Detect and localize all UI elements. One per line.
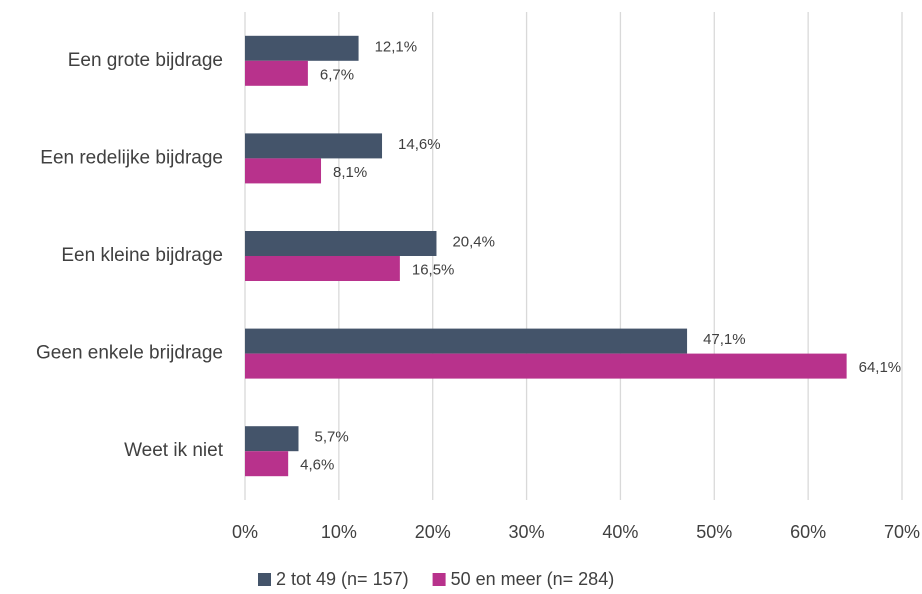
data-label: 47,1% <box>703 331 746 348</box>
bar <box>245 60 308 86</box>
bar <box>245 328 688 354</box>
data-label: 12,1% <box>375 38 418 55</box>
y-tick-label: Een redelijke bijdrage <box>40 147 223 168</box>
y-tick-label: Geen enkele brijdrage <box>36 343 223 364</box>
x-tick-label: 20% <box>415 522 451 542</box>
x-tick-label: 60% <box>790 522 826 542</box>
bar <box>245 353 847 379</box>
x-tick-label: 0% <box>232 522 258 542</box>
y-tick-label: Een kleine bijdrage <box>61 245 223 266</box>
data-label: 8,1% <box>333 164 367 181</box>
x-tick-label: 50% <box>696 522 732 542</box>
data-label: 64,1% <box>859 359 902 376</box>
data-label: 20,4% <box>452 233 495 250</box>
data-label: 16,5% <box>412 261 455 278</box>
bar <box>245 426 299 452</box>
bar <box>245 451 289 477</box>
legend-label: 2 tot 49 (n= 157) <box>276 569 409 589</box>
bar <box>245 256 400 281</box>
legend-swatch <box>432 573 446 586</box>
y-tick-label: Een grote bijdrage <box>68 50 223 71</box>
x-tick-label: 30% <box>509 522 545 542</box>
x-tick-label: 40% <box>602 522 638 542</box>
data-label: 4,6% <box>300 457 334 474</box>
bar <box>245 158 322 184</box>
bar <box>245 133 383 159</box>
data-label: 5,7% <box>314 429 348 446</box>
data-label: 14,6% <box>398 136 441 153</box>
x-tick-label: 10% <box>321 522 357 542</box>
bar <box>245 231 437 256</box>
legend-label: 50 en meer (n= 284) <box>451 569 615 589</box>
bar <box>245 35 359 61</box>
legend-swatch <box>258 573 271 586</box>
y-tick-label: Weet ik niet <box>124 440 224 461</box>
data-label: 6,7% <box>320 66 354 83</box>
x-tick-label: 70% <box>884 522 920 542</box>
